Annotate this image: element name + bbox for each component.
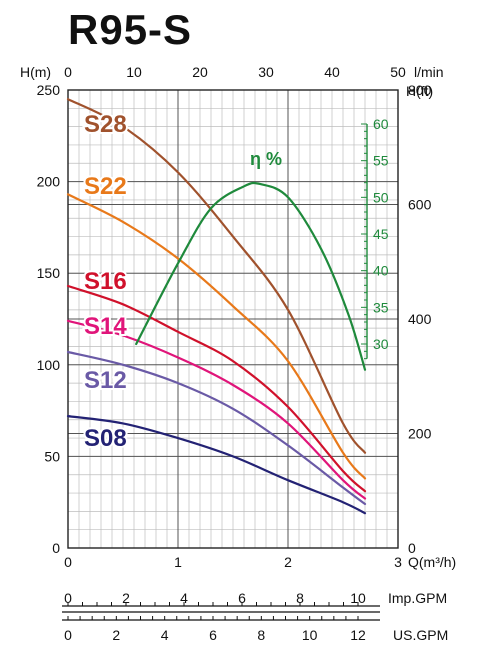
efficiency-tick-label: 45 <box>373 226 389 242</box>
series-line-s12 <box>66 350 367 506</box>
plot-frame <box>67 89 399 549</box>
h-m-axis-label: H(m) <box>20 64 51 80</box>
series-line-s16 <box>66 284 367 493</box>
series-line-s14 <box>66 319 367 500</box>
imp-gpm-tick-label: 4 <box>180 590 188 606</box>
h-m-tick-label: 150 <box>37 265 61 281</box>
series-label-s14: S14 <box>84 313 127 340</box>
series-label-s22: S22 <box>84 173 127 200</box>
chart-title: R95-S <box>68 6 193 53</box>
us-gpm-tick-label: 12 <box>350 627 366 643</box>
efficiency-label: η % <box>250 149 282 169</box>
series-layer <box>66 98 367 515</box>
h-ft-tick-label: 200 <box>408 426 432 442</box>
series-label-s16: S16 <box>84 268 127 295</box>
l-min-tick-label: 20 <box>192 64 208 80</box>
grid-layer <box>68 90 398 548</box>
l-min-axis-label: l/min <box>414 64 444 80</box>
us-gpm-tick-label: 4 <box>161 627 169 643</box>
imp-gpm-tick-label: 6 <box>238 590 246 606</box>
h-m-tick-label: 0 <box>52 540 60 556</box>
series-line-efficiency <box>135 181 367 371</box>
imp-gpm-tick-label: 8 <box>296 590 304 606</box>
h-m-tick-label: 250 <box>37 82 61 98</box>
h-m-tick-label: 50 <box>44 448 60 464</box>
h-ft-axis-label: H(ft) <box>406 83 433 99</box>
q-tick-label: 1 <box>174 554 182 570</box>
q-tick-label: 3 <box>394 554 402 570</box>
efficiency-tick-label: 60 <box>373 116 389 132</box>
us-gpm-tick-label: 6 <box>209 627 217 643</box>
series-line-s28 <box>66 98 367 454</box>
us-gpm-tick-label: 2 <box>112 627 120 643</box>
l-min-tick-label: 10 <box>126 64 142 80</box>
us-gpm-tick-label: 8 <box>257 627 265 643</box>
series-line-s22 <box>66 193 367 480</box>
imp-gpm-tick-label: 2 <box>122 590 130 606</box>
q-tick-label: 0 <box>64 554 72 570</box>
efficiency-tick-label: 55 <box>373 153 389 169</box>
q-axis-label: Q(m³/h) <box>408 554 456 570</box>
h-ft-tick-label: 400 <box>408 311 432 327</box>
h-ft-tick-label: 600 <box>408 197 432 213</box>
efficiency-tick-label: 30 <box>373 336 389 352</box>
h-m-tick-label: 100 <box>37 357 61 373</box>
us-gpm-label: US.GPM <box>393 627 448 643</box>
l-min-tick-label: 30 <box>258 64 274 80</box>
us-gpm-tick-label: 0 <box>64 627 72 643</box>
h-ft-tick-label: 800 <box>408 82 432 98</box>
us-gpm-tick-label: 10 <box>302 627 318 643</box>
labels-layer: S28 S22 S16 S14 S12 S08 <box>82 109 129 454</box>
imp-gpm-tick-label: 10 <box>350 590 366 606</box>
q-tick-label: 2 <box>284 554 292 570</box>
efficiency-tick-label: 40 <box>373 263 389 279</box>
l-min-tick-label: 0 <box>64 64 72 80</box>
efficiency-tick-label: 35 <box>373 299 389 315</box>
h-m-tick-label: 200 <box>37 174 61 190</box>
l-min-tick-label: 40 <box>324 64 340 80</box>
efficiency-tick-label: 50 <box>373 189 389 205</box>
series-label-s12: S12 <box>84 367 127 394</box>
series-label-s08: S08 <box>84 425 127 452</box>
imp-gpm-label: Imp.GPM <box>388 590 447 606</box>
l-min-tick-label: 50 <box>390 64 406 80</box>
h-ft-tick-label: 0 <box>408 540 416 556</box>
series-line-s08 <box>66 415 367 515</box>
series-label-s28: S28 <box>84 111 127 138</box>
imp-gpm-tick-label: 0 <box>64 590 72 606</box>
